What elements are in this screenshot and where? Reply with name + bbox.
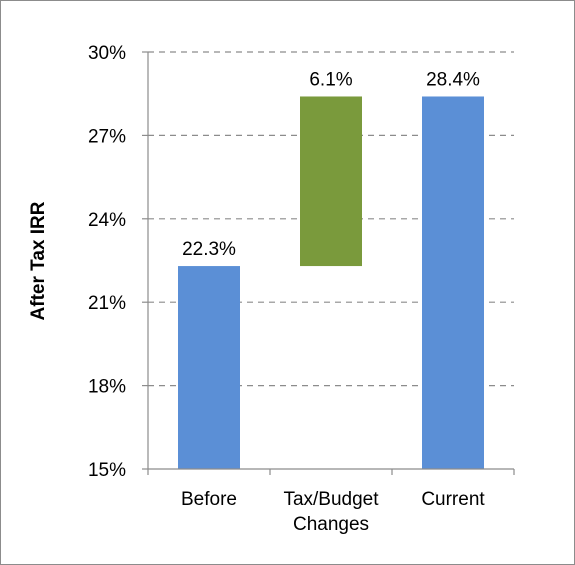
y-tick-label: 30% (88, 43, 126, 64)
data-label: 28.4% (426, 69, 480, 90)
x-category-label: Tax/Budget (283, 489, 379, 510)
x-category-label: Current (421, 489, 485, 510)
x-category-label: Before (181, 489, 237, 510)
labels: 15% 18% 21% 24% 27% 30% 22.3% Before 6.1% Tax/Bud… (88, 43, 485, 535)
data-label: 6.1% (309, 69, 352, 90)
bar (300, 96, 362, 267)
x-category-label: Changes (293, 514, 369, 535)
y-tick-label: 24% (88, 210, 126, 231)
y-tick-label: 15% (88, 460, 126, 481)
data-label: 22.3% (182, 239, 236, 260)
axes (142, 51, 515, 475)
y-tick-label: 21% (88, 293, 126, 314)
bar (178, 266, 240, 469)
bar (422, 96, 484, 469)
bars (178, 96, 484, 469)
y-tick-label: 18% (88, 377, 126, 398)
y-axis-label: After Tax IRR (28, 201, 49, 320)
y-tick-label: 27% (88, 126, 126, 147)
